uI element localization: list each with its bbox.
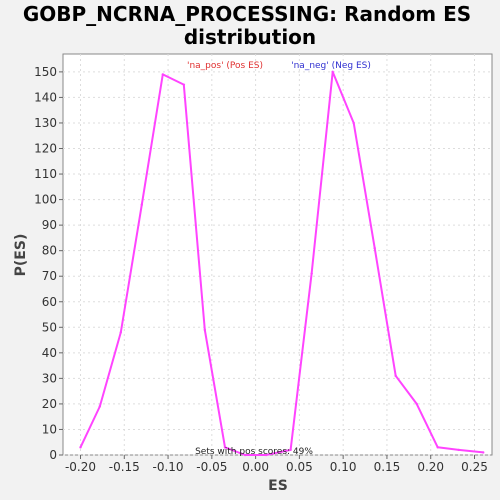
y-tick-label: 30 — [42, 371, 57, 385]
data-point — [373, 246, 376, 250]
pos-scores-annotation: Sets with pos scores: 49% — [195, 447, 313, 457]
data-point — [98, 405, 101, 408]
data-point — [415, 402, 418, 406]
y-tick-label: 140 — [34, 90, 57, 104]
y-tick-label: 80 — [42, 244, 57, 258]
data-point — [394, 374, 397, 378]
data-point — [310, 272, 313, 275]
data-point — [79, 446, 82, 449]
chart-title-line-2: distribution — [184, 25, 316, 49]
y-tick-label: 70 — [42, 269, 57, 283]
chart-title-line-1: GOBP_NCRNA_PROCESSING: Random ES — [23, 2, 471, 26]
data-point — [436, 446, 439, 449]
data-point — [161, 73, 165, 76]
y-tick-label: 110 — [34, 167, 57, 181]
data-point — [331, 70, 334, 74]
x-tick-label: 0.25 — [461, 460, 488, 474]
y-tick-label: 10 — [42, 422, 57, 436]
y-tick-label: 150 — [34, 65, 57, 79]
x-tick-label: 0.00 — [242, 460, 269, 474]
y-tick-label: 90 — [42, 218, 57, 232]
plot-area — [62, 53, 493, 456]
data-point — [482, 451, 485, 454]
legend-entry-na-neg: 'na_neg' (Neg ES) — [291, 61, 371, 71]
x-tick-label: -0.10 — [153, 460, 184, 474]
y-tick-label: 0 — [49, 448, 57, 462]
y-tick-label: 130 — [34, 116, 57, 130]
x-tick-label: -0.05 — [196, 460, 227, 474]
x-tick-label: 0.20 — [417, 460, 444, 474]
data-point — [140, 203, 143, 206]
data-point — [119, 331, 122, 334]
x-tick-label: 0.05 — [286, 460, 313, 474]
x-tick-label: 0.10 — [330, 460, 357, 474]
data-point — [243, 453, 247, 457]
x-tick-label: 0.15 — [374, 460, 401, 474]
data-point — [203, 328, 207, 332]
y-tick-label: 120 — [34, 142, 57, 156]
x-tick-label: -0.15 — [109, 460, 140, 474]
grid-lines — [63, 54, 492, 456]
data-point — [264, 453, 268, 457]
data-point — [352, 121, 355, 125]
legend-entry-na-pos: 'na_pos' (Pos ES) — [187, 61, 263, 71]
series-layer — [79, 70, 485, 457]
y-tick-label: 40 — [42, 346, 57, 360]
x-axis-label: ES — [268, 478, 288, 494]
data-point — [289, 448, 292, 452]
y-tick-label: 20 — [42, 397, 57, 411]
y-tick-label: 50 — [42, 320, 57, 334]
y-tick-label: 60 — [42, 295, 57, 309]
es-distribution-line — [79, 70, 484, 456]
data-point — [457, 448, 460, 452]
data-point — [223, 446, 227, 449]
y-axis-label: P(ES) — [13, 234, 29, 277]
y-tick-label: 100 — [34, 193, 57, 207]
x-tick-label: -0.20 — [65, 460, 96, 474]
axis-ticks: 0 10 20 30 40 50 60 70 80 90 100 110 120 130 140 150 -0.… — [34, 65, 488, 474]
data-point — [182, 83, 186, 86]
